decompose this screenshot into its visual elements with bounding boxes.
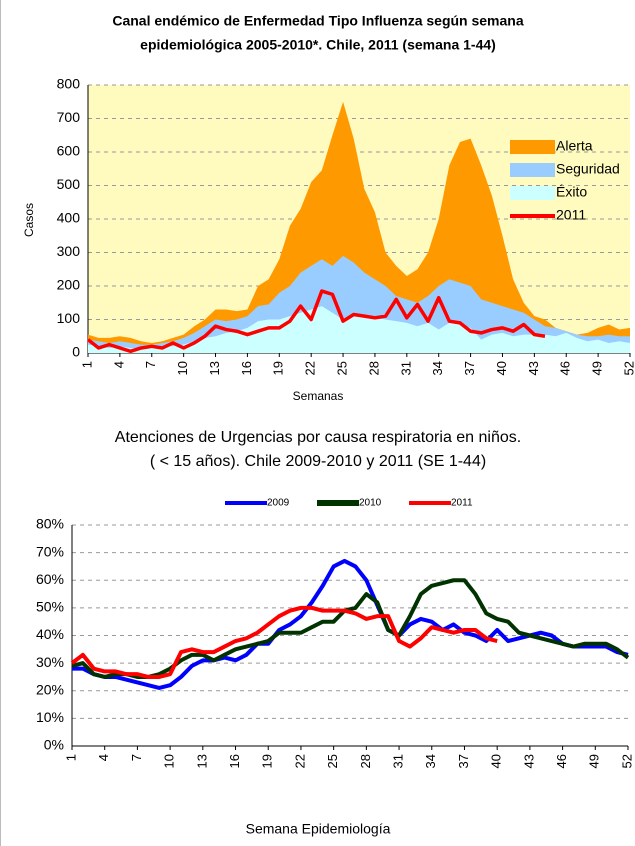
y-tick-label: 600 <box>57 143 81 159</box>
y-tick-label: 0 <box>72 344 80 360</box>
x-axis-label: Semanas <box>293 389 344 403</box>
x-axis-label: Semana Epidemiología <box>246 821 391 837</box>
x-tick-label: 1 <box>63 754 78 761</box>
y-tick-label: 40% <box>36 626 64 642</box>
y-tick-label: 60% <box>36 571 64 587</box>
x-tick-label: 10 <box>175 361 190 375</box>
y-tick-label: 100 <box>57 310 81 326</box>
legend-label: Alerta <box>556 138 593 154</box>
line <box>86 289 546 354</box>
y-tick-label: 70% <box>36 543 64 559</box>
y-tick-label: 20% <box>36 681 64 697</box>
x-tick-label: 7 <box>129 754 144 761</box>
area <box>88 306 630 353</box>
legend-swatch <box>510 163 555 177</box>
x-tick-label: 28 <box>366 361 381 375</box>
x-tick-label: 37 <box>456 754 471 768</box>
x-tick-label: 13 <box>194 754 209 768</box>
legend-label: 2011 <box>556 207 586 223</box>
x-tick-label: 43 <box>521 754 536 768</box>
x-tick-label: 25 <box>334 361 349 375</box>
y-tick-label: 30% <box>36 654 64 670</box>
y-tick-label: 50% <box>36 599 64 615</box>
area <box>88 101 630 353</box>
y-tick-label: 80% <box>36 516 64 532</box>
y-tick-label: 400 <box>57 210 81 226</box>
chart-title: Canal endémico de Enfermedad Tipo Influe… <box>112 13 523 29</box>
x-tick-label: 16 <box>227 754 242 768</box>
x-tick-label: 40 <box>494 361 509 375</box>
x-tick-label: 7 <box>143 361 158 368</box>
legend-swatch <box>510 140 555 154</box>
x-tick-label: 52 <box>621 361 635 375</box>
x-tick-label: 43 <box>526 361 541 375</box>
x-tick-label: 25 <box>325 754 340 768</box>
y-tick-label: 10% <box>36 709 64 725</box>
x-tick-label: 37 <box>462 361 477 375</box>
y-tick-label: 0% <box>44 737 64 753</box>
x-tick-label: 31 <box>390 754 405 768</box>
x-tick-label: 28 <box>358 754 373 768</box>
legend-label: Seguridad <box>556 161 620 177</box>
chart-title: Atenciones de Urgencias por causa respir… <box>115 429 521 446</box>
x-tick-label: 46 <box>554 754 569 768</box>
x-tick-label: 49 <box>587 754 602 768</box>
line <box>71 578 630 679</box>
x-tick-label: 49 <box>590 361 605 375</box>
x-tick-label: 34 <box>430 361 445 375</box>
x-tick-label: 22 <box>303 361 318 375</box>
legend-label: 2010 <box>359 498 382 509</box>
x-tick-label: 1 <box>79 361 94 368</box>
legend-swatch <box>510 186 555 200</box>
y-tick-label: 300 <box>57 243 81 259</box>
line <box>72 558 629 690</box>
y-axis-label: Casos <box>22 203 36 237</box>
line <box>70 605 498 679</box>
y-tick-label: 800 <box>57 76 81 92</box>
y-tick-label: 200 <box>57 277 81 293</box>
x-tick-label: 46 <box>558 361 573 375</box>
x-tick-label: 19 <box>260 754 275 768</box>
x-tick-label: 31 <box>398 361 413 375</box>
x-tick-label: 13 <box>207 361 222 375</box>
x-tick-label: 4 <box>96 754 111 761</box>
x-tick-label: 10 <box>162 754 177 768</box>
chart-subtitle: ( < 15 años). Chile 2009-2010 y 2011 (SE… <box>150 453 486 470</box>
legend-label: Éxito <box>556 184 587 200</box>
chart-subtitle: epidemiológica 2005-2010*. Chile, 2011 (… <box>140 37 496 53</box>
x-tick-label: 4 <box>111 361 126 368</box>
x-tick-label: 52 <box>619 754 634 768</box>
y-tick-label: 500 <box>57 176 81 192</box>
x-tick-label: 22 <box>292 754 307 768</box>
legend-label: 2009 <box>267 498 290 509</box>
x-tick-label: 34 <box>423 754 438 768</box>
x-tick-label: 40 <box>489 754 504 768</box>
x-tick-label: 16 <box>239 361 254 375</box>
y-tick-label: 700 <box>57 109 81 125</box>
legend-label: 2011 <box>451 498 473 509</box>
x-tick-label: 19 <box>271 361 286 375</box>
